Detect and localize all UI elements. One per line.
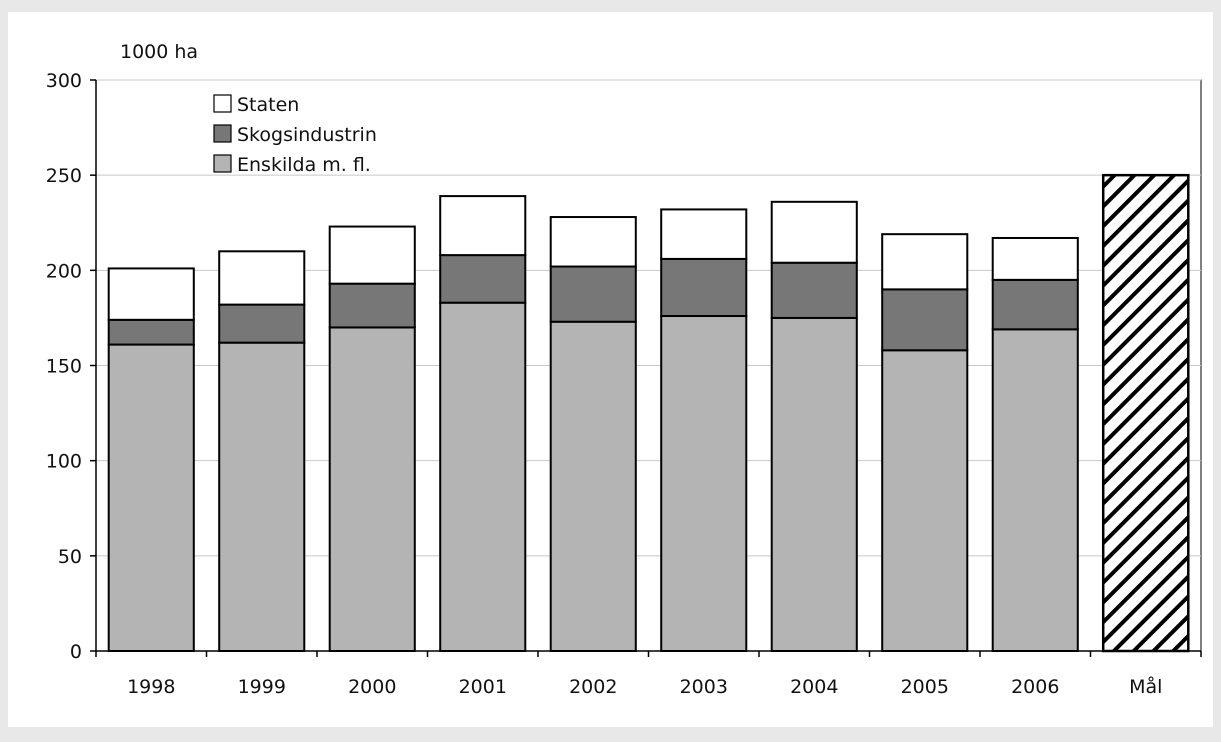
bar-group-2004	[770, 200, 858, 652]
x-tick-label: 2005	[901, 676, 949, 698]
x-tick-label: Mål	[1129, 675, 1162, 698]
y-tick-label: 50	[58, 546, 82, 568]
bar-segment-skogsindustrin	[107, 318, 195, 346]
axes: 0 50 100 150 200 250 300 1998 1999 2000 2001 2002 20…	[46, 70, 1202, 698]
x-tick-label: 2004	[790, 676, 838, 698]
x-tick-label: 2003	[680, 676, 728, 698]
bar-segment-skogsindustrin	[660, 257, 748, 318]
bar-segment-enskilda-m-fl	[660, 315, 748, 652]
bar-segment-enskilda-m-fl	[991, 328, 1079, 652]
x-tick-label: 2001	[459, 676, 507, 698]
bar-group-2003	[660, 208, 748, 652]
y-tick-label: 150	[46, 356, 82, 378]
target-bar	[1101, 173, 1190, 653]
bar-group-2000	[328, 225, 416, 652]
legend-label: Enskilda m. fl.	[237, 154, 371, 176]
bar-groups	[107, 173, 1190, 653]
bar-segment-enskilda-m-fl	[549, 320, 637, 652]
legend-swatch	[213, 124, 232, 143]
bar-segment-enskilda-m-fl	[107, 343, 195, 652]
bar-segment-staten	[549, 216, 637, 268]
bar-segment-staten	[660, 208, 748, 260]
bar-group-1999	[218, 250, 306, 652]
bar-group-2006	[991, 236, 1079, 652]
legend-label: Skogsindustrin	[237, 124, 377, 146]
bar-group-Mål	[1101, 173, 1190, 653]
bar-segment-skogsindustrin	[770, 261, 858, 319]
bar-segment-staten	[991, 236, 1079, 281]
y-tick-label: 100	[46, 451, 82, 473]
y-tick-label: 300	[46, 70, 82, 92]
bar-segment-skogsindustrin	[991, 278, 1079, 331]
bar-segment-skogsindustrin	[328, 282, 416, 329]
bar-group-2001	[439, 195, 527, 652]
bar-segment-staten	[328, 225, 416, 285]
bar-segment-enskilda-m-fl	[328, 326, 416, 652]
bar-segment-staten	[107, 267, 195, 321]
x-tick-label: 2000	[348, 676, 396, 698]
bar-segment-skogsindustrin	[881, 288, 969, 352]
bar-segment-staten	[881, 233, 969, 291]
legend: Staten Skogsindustrin Enskilda m. fl.	[213, 94, 377, 176]
bar-segment-skogsindustrin	[218, 303, 306, 344]
bar-segment-enskilda-m-fl	[218, 341, 306, 652]
bar-segment-enskilda-m-fl	[770, 316, 858, 652]
bar-group-2002	[549, 216, 637, 652]
bar-segment-skogsindustrin	[549, 265, 637, 323]
bar-segment-enskilda-m-fl	[439, 301, 527, 652]
x-tick-label: 2002	[569, 676, 617, 698]
legend-label: Staten	[237, 94, 299, 116]
y-tick-label: 250	[46, 165, 82, 187]
x-tick-label: 2006	[1011, 676, 1059, 698]
legend-swatch	[213, 94, 232, 113]
x-tick-label: 1999	[238, 676, 286, 698]
y-tick-label: 200	[46, 260, 82, 282]
legend-swatch	[213, 154, 232, 173]
bar-group-2005	[881, 233, 969, 652]
bar-segment-skogsindustrin	[439, 254, 527, 304]
x-tick-label: 1998	[127, 676, 175, 698]
bar-segment-staten	[770, 200, 858, 264]
y-axis-unit-label: 1000 ha	[120, 41, 198, 63]
bar-segment-enskilda-m-fl	[881, 349, 969, 652]
y-tick-label: 0	[70, 641, 82, 663]
bar-group-1998	[107, 267, 195, 652]
bar-segment-staten	[218, 250, 306, 306]
bar-segment-staten	[439, 195, 527, 257]
